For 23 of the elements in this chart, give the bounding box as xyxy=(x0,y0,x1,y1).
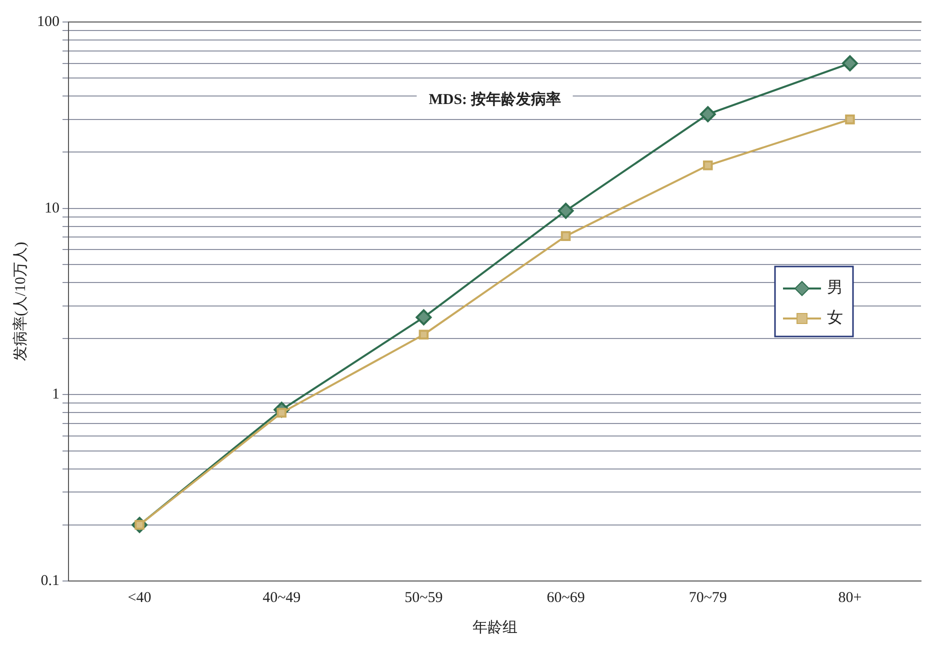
point xyxy=(418,330,429,340)
point xyxy=(560,231,571,241)
y-tick-label: 10 xyxy=(44,200,60,216)
y-tick-label: 0.1 xyxy=(40,572,60,589)
point xyxy=(845,114,855,124)
x-tick-label: 60~69 xyxy=(546,590,585,606)
x-tick-label: <40 xyxy=(128,590,152,606)
point xyxy=(416,309,432,326)
x-tick-label: 40~49 xyxy=(262,590,301,606)
legend-label: 女 xyxy=(827,310,843,327)
point xyxy=(702,160,713,170)
x-tick-label: 50~59 xyxy=(404,590,443,606)
x-tick-label: 70~79 xyxy=(688,590,727,606)
point xyxy=(558,202,574,219)
y-axis-title: 发病率(人/10万人) xyxy=(12,242,29,362)
x-tick-label: 80+ xyxy=(838,590,862,606)
point xyxy=(700,106,716,122)
x-axis-title: 年龄组 xyxy=(472,618,518,636)
text: MDS: 按年龄发病率 xyxy=(428,90,561,108)
point xyxy=(842,55,858,72)
y-tick-label: 1 xyxy=(52,386,60,403)
legend-label: 男 xyxy=(827,280,843,297)
y-tick-label: 100 xyxy=(37,14,60,30)
